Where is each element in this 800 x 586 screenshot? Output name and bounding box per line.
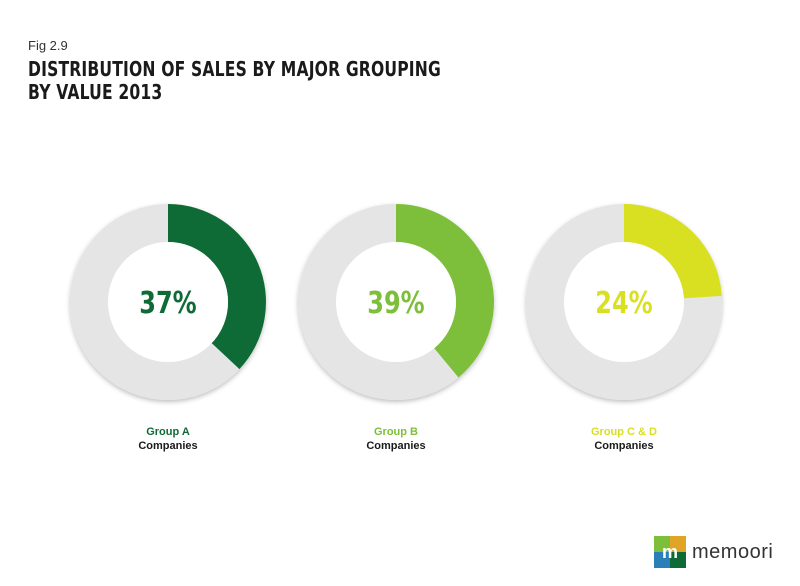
group-subtitle: Companies: [366, 440, 426, 452]
group-caption: Group A Companies: [88, 425, 248, 453]
group-caption: Group C & D Companies: [544, 425, 704, 453]
donut-segment: [624, 204, 722, 299]
group-subtitle: Companies: [138, 440, 198, 452]
memoori-logo-mark: m: [654, 536, 686, 568]
donut-3: 24%: [526, 204, 722, 400]
donut-hole: [336, 242, 456, 362]
donut-1: 37%: [70, 204, 266, 400]
donut-hole: [108, 242, 228, 362]
group-subtitle: Companies: [594, 440, 654, 452]
memoori-logo-text: memoori: [692, 541, 774, 563]
group-name: Group C & D: [591, 426, 657, 438]
chart-title: DISTRIBUTION OF SALES BY MAJOR GROUPING …: [28, 58, 441, 104]
title-line-2: BY VALUE 2013: [28, 80, 163, 104]
title-line-1: DISTRIBUTION OF SALES BY MAJOR GROUPING: [28, 57, 441, 81]
percentage-label: 37%: [139, 286, 196, 320]
donut-segment: [168, 204, 266, 370]
memoori-logo: m memoori: [648, 532, 788, 572]
percentage-label: 24%: [595, 286, 652, 320]
donut-hole: [564, 242, 684, 362]
fig-label: Fig 2.9: [28, 38, 68, 53]
group-name: Group B: [374, 426, 418, 438]
svg-text:m: m: [662, 542, 678, 562]
percentage-label: 39%: [367, 286, 424, 320]
group-caption: Group B Companies: [316, 425, 476, 453]
donut-segment: [396, 204, 494, 378]
group-name: Group A: [146, 426, 190, 438]
donut-2: 39%: [298, 204, 494, 400]
